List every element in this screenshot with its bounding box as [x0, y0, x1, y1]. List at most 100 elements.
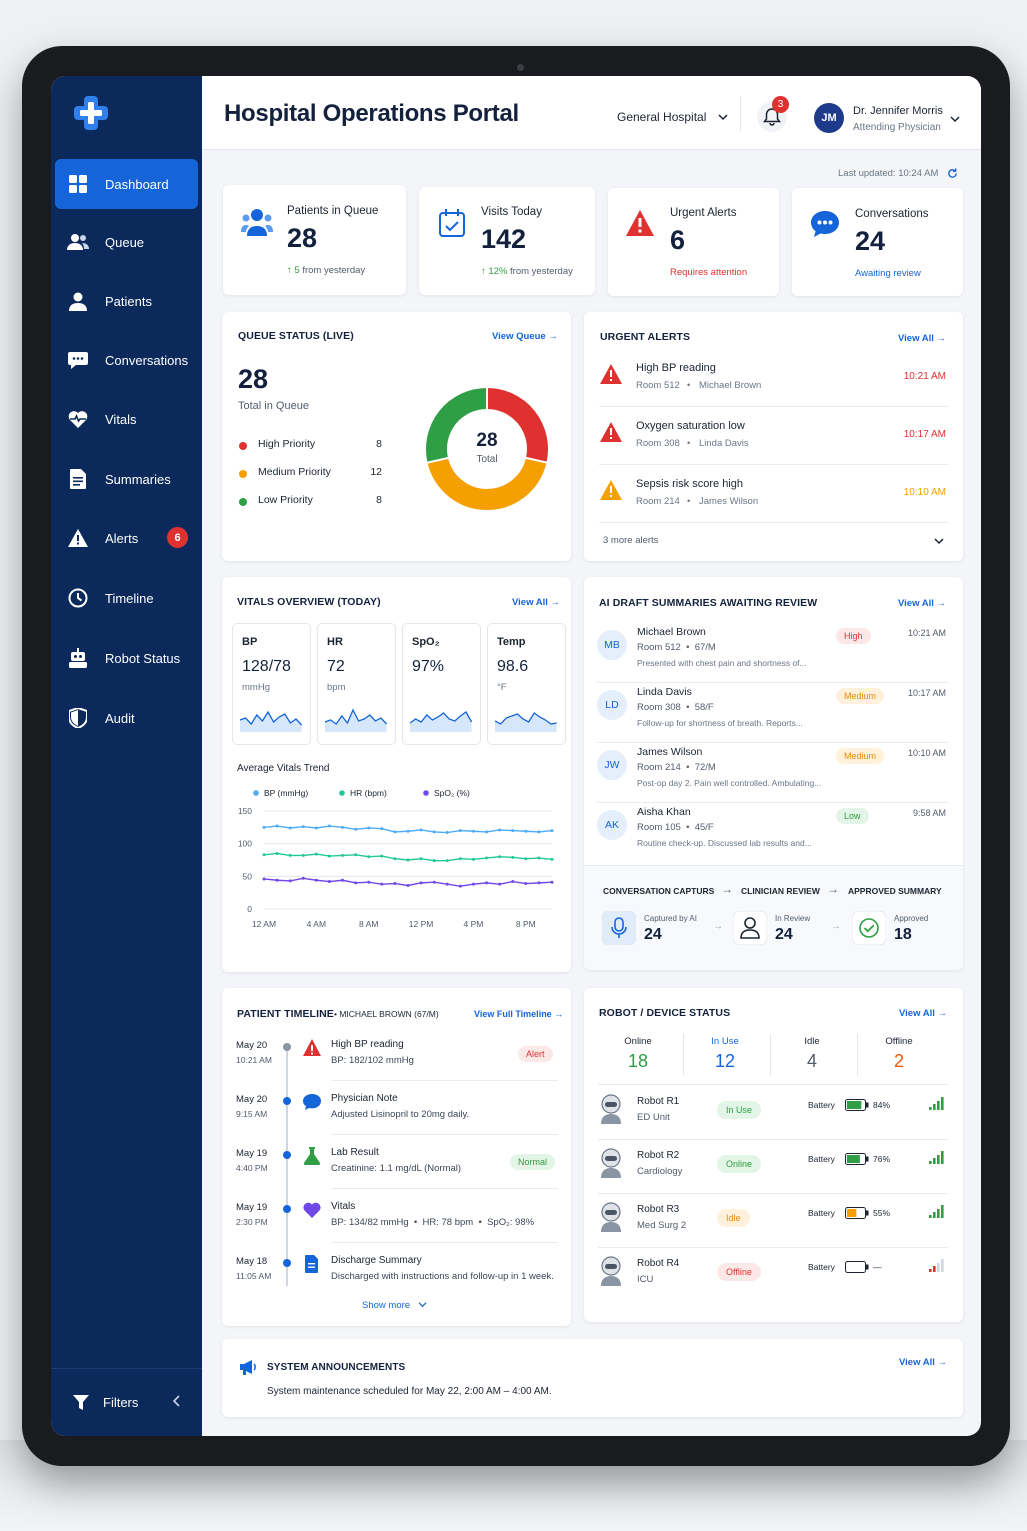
- robot-status-card: ROBOT / DEVICE STATUS View All → Online 1…: [584, 988, 963, 1322]
- y-tick-label: 50: [243, 871, 253, 881]
- signal-strength-icon: [929, 1097, 944, 1110]
- nav-dashboard[interactable]: Dashboard: [55, 159, 198, 209]
- priority-badge: High: [836, 628, 871, 644]
- alert-title: Oxygen saturation low: [636, 420, 745, 432]
- nav-patients[interactable]: Patients: [55, 276, 198, 326]
- robot-divider: [598, 1193, 948, 1194]
- nav-audit[interactable]: Audit: [55, 693, 198, 743]
- nav-summaries[interactable]: Summaries: [55, 454, 198, 504]
- nav-vitals[interactable]: Vitals: [55, 394, 198, 444]
- user-role: Attending Physician: [853, 122, 941, 133]
- timeline-title: Physician Note: [331, 1093, 398, 1104]
- nav-alerts[interactable]: Alerts 6: [55, 513, 198, 563]
- series-point: [485, 830, 489, 834]
- series-point: [301, 825, 305, 829]
- series-point: [485, 856, 489, 860]
- view-all-announcements-link[interactable]: View All →: [899, 1357, 947, 1368]
- summary-item[interactable]: JW James Wilson Room 214 • 72/M Post-op day…: [584, 746, 963, 804]
- vital-tile[interactable]: BP 128/78 mmHg: [232, 623, 311, 745]
- stat-value: 28: [287, 223, 318, 253]
- timeline-item[interactable]: May 19 4:40 PM Lab Result Creatinine: 1.1 m…: [222, 1146, 571, 1196]
- megaphone-icon: [240, 1360, 256, 1375]
- stat-delta: ↑ 5 from yesterday: [287, 265, 365, 276]
- timeline-dot: [283, 1097, 291, 1105]
- stat-card-conversations[interactable]: Conversations 24 Awaiting review: [792, 188, 963, 296]
- nav-timeline[interactable]: Timeline: [55, 573, 198, 623]
- patient-name: MICHAEL BROWN (67/M): [339, 1009, 439, 1019]
- pipeline-stat-value: 24: [644, 926, 662, 943]
- alert-item[interactable]: Sepsis risk score high Room 214 • James Wil…: [584, 478, 963, 530]
- vital-tile[interactable]: Temp 98.6 °F: [487, 623, 566, 745]
- priority-badge: Medium: [836, 688, 885, 704]
- vital-tile[interactable]: HR 72 bpm: [317, 623, 396, 745]
- vital-value: 98.6: [497, 658, 529, 675]
- summary-item[interactable]: MB Michael Brown Room 512 • 67/M Presented …: [584, 626, 963, 684]
- summary-item[interactable]: AK Aisha Khan Room 105 • 45/F Routine check…: [584, 806, 963, 864]
- series-point: [380, 882, 384, 886]
- vital-label: BP: [242, 636, 258, 648]
- y-tick-label: 150: [238, 806, 252, 816]
- robot-row[interactable]: Robot R1 ED Unit In Use Battery 84%: [584, 1092, 963, 1144]
- stat-card-alerts[interactable]: Urgent Alerts 6 Requires attention: [608, 188, 779, 296]
- series-point: [498, 828, 502, 832]
- signal-strength-icon: [929, 1151, 944, 1164]
- alert-item[interactable]: High BP reading Room 512 • Michael Brown 10:…: [584, 362, 963, 414]
- vital-tile[interactable]: SpO₂ 97%: [402, 623, 481, 745]
- trend-title: Average Vitals Trend: [237, 763, 330, 774]
- robot-row[interactable]: Robot R3 Med Surg 2 Idle Battery 55%: [584, 1200, 963, 1252]
- chevron-left-icon: [172, 1395, 181, 1410]
- timeline-time: 2:30 PM: [236, 1217, 268, 1227]
- alert-divider: [599, 522, 949, 523]
- arrow-right-icon: →: [937, 1357, 948, 1368]
- view-queue-link[interactable]: View Queue →: [492, 331, 558, 342]
- section-title: SYSTEM ANNOUNCEMENTS: [267, 1362, 406, 1373]
- robot-row[interactable]: Robot R2 Cardiology Online Battery 76%: [584, 1146, 963, 1198]
- hospital-selector[interactable]: General Hospital: [617, 110, 728, 124]
- vital-value: 72: [327, 658, 345, 675]
- link-text: View All: [898, 333, 934, 344]
- summary-item[interactable]: LD Linda Davis Room 308 • 58/F Follow-up fo…: [584, 686, 963, 744]
- robot-row[interactable]: Robot R4 ICU Offline Battery —: [584, 1254, 963, 1306]
- stat-card-queue[interactable]: Patients in Queue 28 ↑ 5 from yesterday: [223, 185, 406, 295]
- heart-pulse-icon: [67, 408, 89, 430]
- timeline-item[interactable]: May 20 9:15 AM Physician Note Adjusted Lisi…: [222, 1092, 571, 1142]
- more-alerts[interactable]: 3 more alerts: [603, 535, 659, 546]
- chevron-down-icon[interactable]: [934, 538, 944, 545]
- view-all-summaries-link[interactable]: View All →: [898, 598, 946, 609]
- summary-time: 10:17 AM: [907, 688, 946, 698]
- series-point: [445, 859, 449, 863]
- robot-unit: ED Unit: [637, 1112, 670, 1123]
- alert-item[interactable]: Oxygen saturation low Room 308 • Linda Davi…: [584, 420, 963, 472]
- user-menu-chevron-icon[interactable]: [950, 116, 960, 123]
- robot-avatar-icon: [601, 1256, 621, 1286]
- legend-entry: BP (mmHg): [253, 788, 308, 798]
- chevron-down-icon: [418, 1302, 427, 1308]
- timeline-item[interactable]: May 19 2:30 PM Vitals BP: 134/82 mmHg • HR:…: [222, 1200, 571, 1250]
- arrow-right-icon: →: [721, 882, 733, 896]
- user-avatar[interactable]: JM: [814, 103, 844, 133]
- timeline-item[interactable]: May 18 11:05 AM Discharge Summary Discharge…: [222, 1254, 571, 1304]
- priority-label: High Priority: [258, 438, 316, 450]
- show-more-button[interactable]: Show more: [362, 1300, 427, 1311]
- series-point: [262, 825, 266, 829]
- series-point: [327, 824, 331, 828]
- robot-status-badge: Offline: [717, 1263, 761, 1281]
- nav-queue[interactable]: Queue: [55, 217, 198, 267]
- series-point: [524, 829, 528, 833]
- refresh-icon[interactable]: [947, 168, 958, 179]
- view-all-robots-link[interactable]: View All →: [899, 1008, 947, 1019]
- warning-icon: [600, 422, 622, 442]
- stat-card-visits[interactable]: Visits Today 142 ↑ 12% from yesterday: [419, 187, 595, 295]
- series-point: [471, 857, 475, 861]
- chat-icon: [67, 349, 89, 371]
- battery-icon: [845, 1099, 869, 1111]
- view-full-timeline-link[interactable]: View Full Timeline →: [474, 1009, 563, 1019]
- view-all-vitals-link[interactable]: View All →: [512, 597, 560, 608]
- series-point: [380, 827, 384, 831]
- priority-badge: Low: [836, 808, 869, 824]
- nav-conversations[interactable]: Conversations: [55, 335, 198, 385]
- timeline-item[interactable]: May 20 10:21 AM High BP reading BP: 182/102…: [222, 1038, 571, 1088]
- nav-robot-status[interactable]: Robot Status: [55, 633, 198, 683]
- view-all-alerts-link[interactable]: View All →: [898, 333, 946, 344]
- filters-toggle[interactable]: Filters: [51, 1368, 202, 1436]
